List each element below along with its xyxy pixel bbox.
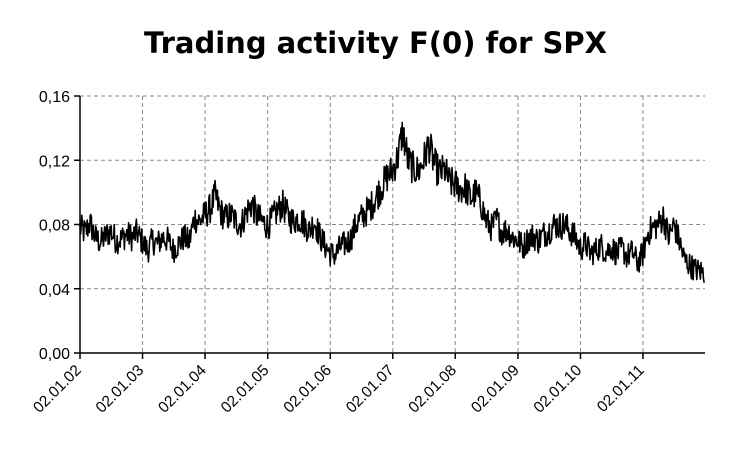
x-tick-label: 02.01.06 [280,362,335,417]
y-tick-label: 0,08 [39,218,70,235]
series-line [79,121,706,284]
y-tick-label: 0,00 [39,346,70,363]
x-tick-label: 02.01.03 [93,362,148,417]
y-tick-label: 0,12 [39,153,70,170]
chart-title: Trading activity F(0) for SPX [144,26,607,60]
x-tick-label: 02.01.10 [531,362,586,417]
series-layer [79,121,706,284]
axes [74,95,705,359]
x-tick-label: 02.01.07 [343,362,398,417]
y-tick-label: 0,16 [39,89,70,106]
x-axis-ticks: 02.01.02 02.01.03 02.01.04 02.01.05 02.01.06… [30,362,648,417]
x-tick-label: 02.01.02 [30,362,85,417]
x-tick-label: 02.01.08 [405,362,460,417]
x-tick-label: 02.01.04 [155,362,210,417]
x-tick-label: 02.01.05 [218,362,273,417]
y-axis-ticks: 0,00 0,04 0,08 0,12 0,16 [39,89,70,363]
y-tick-label: 0,04 [39,282,70,299]
x-tick-label: 02.01.11 [594,362,648,416]
x-tick-label: 02.01.09 [468,362,523,417]
grid-lines [80,95,705,353]
